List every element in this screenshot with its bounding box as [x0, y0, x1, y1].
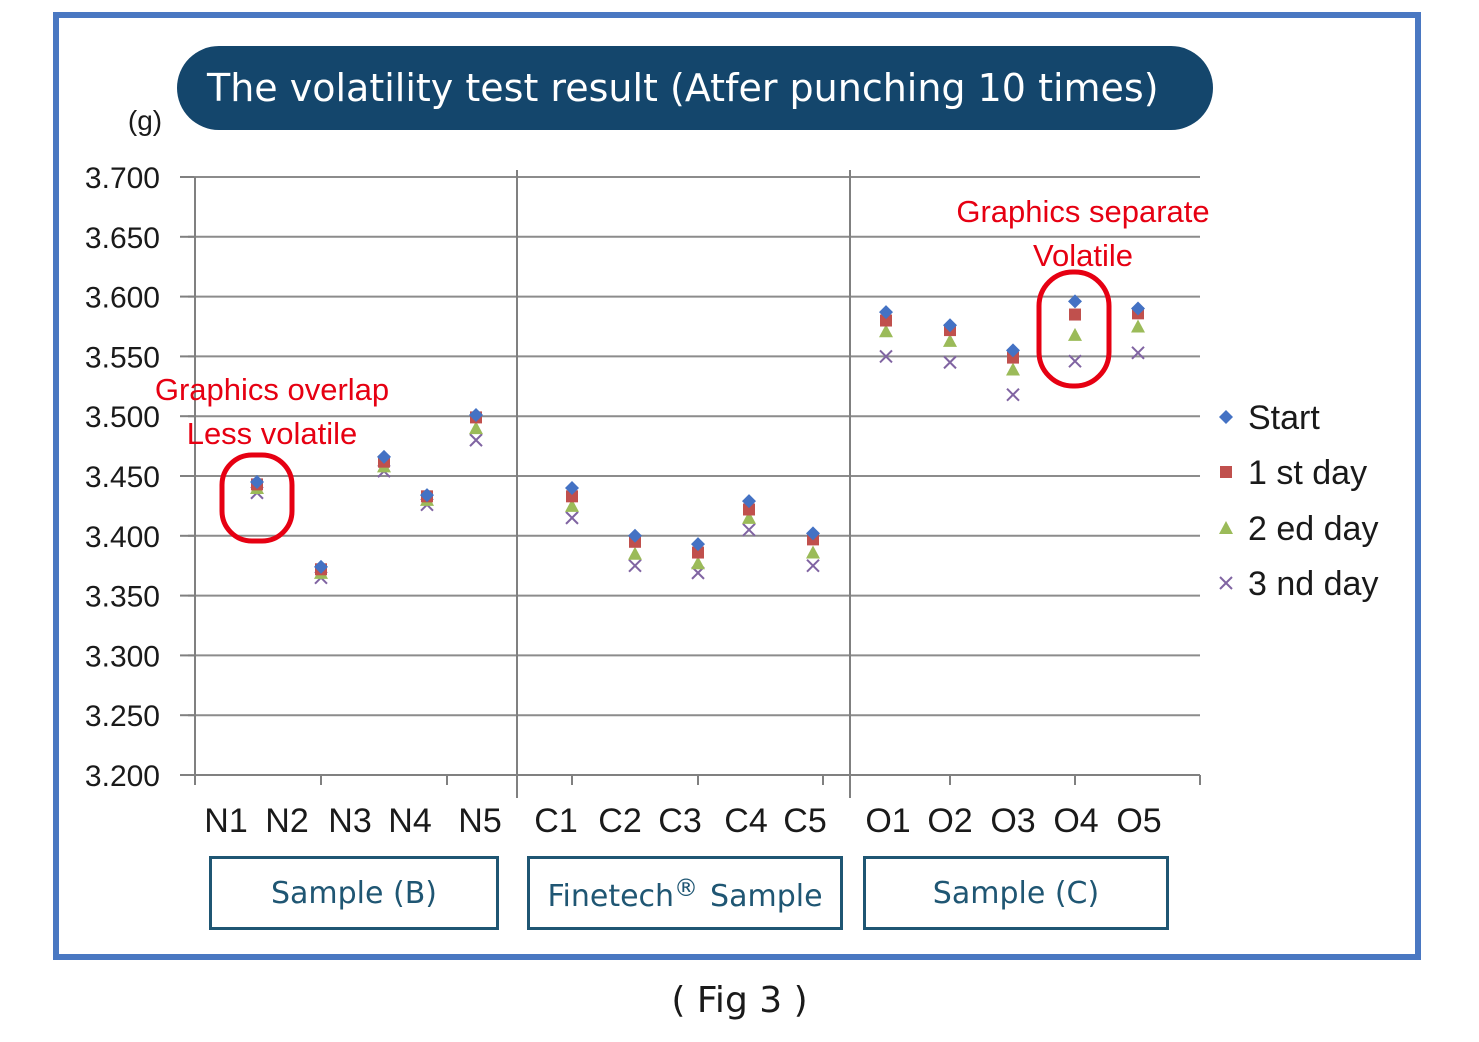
- legend-marker-2-ed-day: [1219, 521, 1233, 534]
- point-3-nd-day-c1: [565, 511, 579, 525]
- legend-marker-start: [1219, 410, 1233, 424]
- point-start-n1: [250, 474, 264, 489]
- chart-title: The volatility test result (Atfer punchi…: [177, 46, 1213, 130]
- y-tick-label: 3.550: [85, 341, 160, 374]
- x-tick-label-n3: N3: [328, 802, 371, 840]
- annotation-separate-line1: Graphics separate: [956, 194, 1209, 229]
- x-tick-label-n2: N2: [265, 802, 308, 840]
- figure-caption: ( Fig 3 ): [671, 980, 808, 1021]
- point-start-c1: [565, 480, 579, 495]
- y-tick-label: 3.500: [85, 401, 160, 434]
- point-3-nd-day-o1: [879, 349, 893, 364]
- x-tick-label-c5: C5: [783, 802, 826, 840]
- y-tick-label: 3.450: [85, 461, 160, 494]
- x-tick-label-o3: O3: [990, 802, 1035, 840]
- point-2-ed-day-c2: [628, 546, 642, 560]
- point-1-st-day-o1: [880, 314, 892, 327]
- legend-label-start: Start: [1248, 399, 1320, 437]
- group-label-sample-b: Sample (B): [270, 875, 437, 911]
- group-box-sample-c: Sample (C): [863, 856, 1169, 930]
- point-3-nd-day-o2: [943, 355, 957, 370]
- point-start-o5: [1131, 301, 1145, 316]
- y-tick-label: 3.350: [85, 581, 160, 614]
- x-tick-label-n4: N4: [388, 802, 431, 840]
- x-tick-label-c4: C4: [724, 802, 767, 840]
- legend-marker-3-nd-day: [1219, 576, 1233, 590]
- y-unit-label: (g): [128, 105, 162, 136]
- x-tick-label-c1: C1: [534, 802, 577, 840]
- y-tick-label: 3.600: [85, 282, 160, 315]
- group-label-finetech-suffix: Sample: [710, 878, 823, 914]
- point-3-nd-day-c5: [806, 558, 820, 573]
- legend-label-2-ed-day: 2 ed day: [1248, 510, 1378, 548]
- point-2-ed-day-o1: [879, 324, 893, 338]
- point-start-c5: [806, 526, 820, 541]
- y-tick-label: 3.200: [85, 760, 160, 793]
- point-start-c4: [742, 494, 756, 509]
- annotation-separate-line2: Volatile: [1033, 238, 1133, 273]
- annotation-overlap-line2: Less volatile: [187, 416, 358, 451]
- point-start-o2: [943, 318, 957, 333]
- y-tick-label: 3.650: [85, 222, 160, 255]
- registered-mark: ®: [674, 874, 699, 902]
- x-tick-label-n1: N1: [204, 802, 247, 840]
- y-tick-label: 3.400: [85, 521, 160, 554]
- point-start-o1: [879, 305, 893, 320]
- y-tick-label: 3.300: [85, 640, 160, 673]
- x-tick-label-o5: O5: [1116, 802, 1161, 840]
- point-1-st-day-c4: [743, 503, 755, 516]
- point-start-o3: [1006, 343, 1020, 358]
- point-1-st-day-o3: [1007, 351, 1019, 364]
- x-tick-label-o2: O2: [927, 802, 972, 840]
- point-2-ed-day-n5: [469, 421, 483, 435]
- point-2-ed-day-c1: [565, 498, 579, 512]
- point-2-ed-day-o3: [1006, 362, 1020, 376]
- point-3-nd-day-c2: [628, 558, 642, 573]
- point-3-nd-day-o5: [1131, 346, 1145, 360]
- x-tick-label-n5: N5: [458, 802, 501, 840]
- x-tick-label-o1: O1: [865, 802, 910, 840]
- point-2-ed-day-o5: [1131, 319, 1145, 333]
- point-1-st-day-o4: [1069, 308, 1081, 321]
- point-start-c3: [691, 537, 705, 552]
- point-3-nd-day-o3: [1006, 387, 1020, 402]
- point-2-ed-day-o2: [943, 333, 957, 347]
- x-tick-label-c3: C3: [658, 802, 701, 840]
- y-tick-label: 3.250: [85, 700, 160, 733]
- point-start-o4: [1068, 294, 1082, 309]
- x-tick-label-c2: C2: [598, 802, 641, 840]
- annotation-overlap-line1: Graphics overlap: [155, 372, 389, 407]
- point-start-n2: [314, 559, 328, 574]
- point-start-n5: [469, 408, 483, 423]
- group-label-sample-c: Sample (C): [932, 875, 1100, 911]
- group-box-sample-b: Sample (B): [209, 856, 499, 930]
- point-start-n4: [420, 488, 434, 503]
- point-3-nd-day-c4: [742, 523, 756, 537]
- legend-label-3-nd-day: 3 nd day: [1248, 565, 1378, 603]
- group-label-finetech: Finetech: [547, 878, 675, 914]
- point-3-nd-day-n5: [469, 433, 483, 447]
- point-2-ed-day-o4: [1068, 327, 1082, 341]
- point-2-ed-day-c5: [806, 545, 820, 559]
- legend-marker-1-st-day: [1220, 466, 1232, 478]
- x-tick-label-o4: O4: [1053, 802, 1098, 840]
- point-2-ed-day-c4: [742, 510, 756, 524]
- group-box-finetech: Finetech ® Sample: [527, 856, 843, 930]
- point-1-st-day-c3: [692, 546, 704, 559]
- point-1-st-day-c1: [566, 490, 578, 503]
- figure-frame: [53, 12, 1421, 960]
- annotation-circle-o4: [1036, 269, 1112, 389]
- point-2-ed-day-c3: [691, 556, 705, 570]
- point-3-nd-day-o4: [1068, 354, 1082, 368]
- y-tick-label: 3.700: [85, 162, 160, 195]
- point-start-n3: [377, 449, 391, 464]
- legend-label-1-st-day: 1 st day: [1248, 454, 1367, 492]
- point-start-c2: [628, 528, 642, 543]
- annotation-circle-n1: [219, 452, 295, 544]
